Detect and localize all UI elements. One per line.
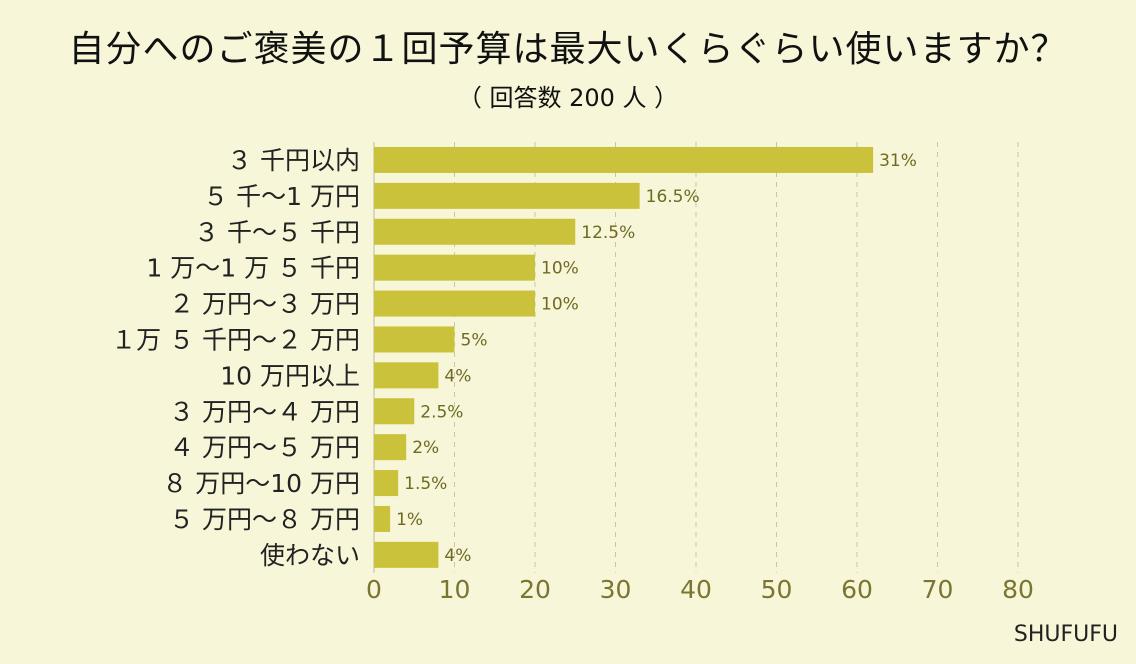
bar xyxy=(374,146,874,173)
bar xyxy=(374,541,439,568)
x-tick-label: 0 xyxy=(366,575,382,604)
category-label: ３ 千～５ 千円 xyxy=(194,218,360,247)
value-label: 2% xyxy=(412,438,439,458)
category-label: ８ 万円～10 万円 xyxy=(162,469,360,498)
bar xyxy=(374,218,576,245)
bar xyxy=(374,290,535,317)
category-label: ３ 千円以内 xyxy=(227,146,360,175)
value-label: 5% xyxy=(461,330,488,350)
category-label: 使わない xyxy=(260,541,360,570)
bar xyxy=(374,398,415,425)
x-tick-label: 10 xyxy=(439,575,471,604)
bar xyxy=(374,182,640,209)
x-tick-label: 70 xyxy=(922,575,954,604)
x-tick-label: 40 xyxy=(680,575,712,604)
category-label: ３ 万円～４ 万円 xyxy=(169,397,360,426)
value-label: 1.5% xyxy=(404,474,447,494)
value-label: 16.5% xyxy=(646,187,700,207)
x-tick-label: 30 xyxy=(600,575,632,604)
bar xyxy=(374,254,535,281)
category-label: 10 万円以上 xyxy=(220,361,360,390)
category-label: 1 万～1 万 ５ 千円 xyxy=(146,254,360,283)
bar xyxy=(374,326,455,353)
value-label: 1% xyxy=(396,510,423,530)
value-label: 31% xyxy=(879,151,917,171)
category-label: ４ 万円～５ 万円 xyxy=(169,433,360,462)
value-label: 4% xyxy=(444,366,471,386)
value-label: 2.5% xyxy=(420,402,463,422)
x-tick-label: 60 xyxy=(841,575,873,604)
x-tick-label: 80 xyxy=(1002,575,1034,604)
x-tick-label: 20 xyxy=(519,575,551,604)
bar xyxy=(374,470,399,497)
value-label: 10% xyxy=(541,295,579,315)
bar xyxy=(374,434,407,461)
value-label: 10% xyxy=(541,259,579,279)
value-label: 4% xyxy=(444,546,471,566)
chart-title: 自分へのご褒美の１回予算は最大いくらぐらい使いますか？ xyxy=(68,29,1068,70)
category-label: ２ 万円～３ 万円 xyxy=(169,290,360,319)
chart-subtitle: （ 回答数 200 人 ） xyxy=(457,84,679,112)
category-label: ５ 千～1 万円 xyxy=(203,182,360,211)
brand-logo-text: SHUFUFU xyxy=(1013,622,1118,647)
category-label: １万 ５ 千円～２ 万円 xyxy=(111,325,360,354)
bar xyxy=(374,505,391,532)
bar xyxy=(374,362,439,389)
value-label: 12.5% xyxy=(581,223,635,243)
category-label: ５ 万円～８ 万円 xyxy=(169,505,360,534)
x-tick-label: 50 xyxy=(761,575,793,604)
